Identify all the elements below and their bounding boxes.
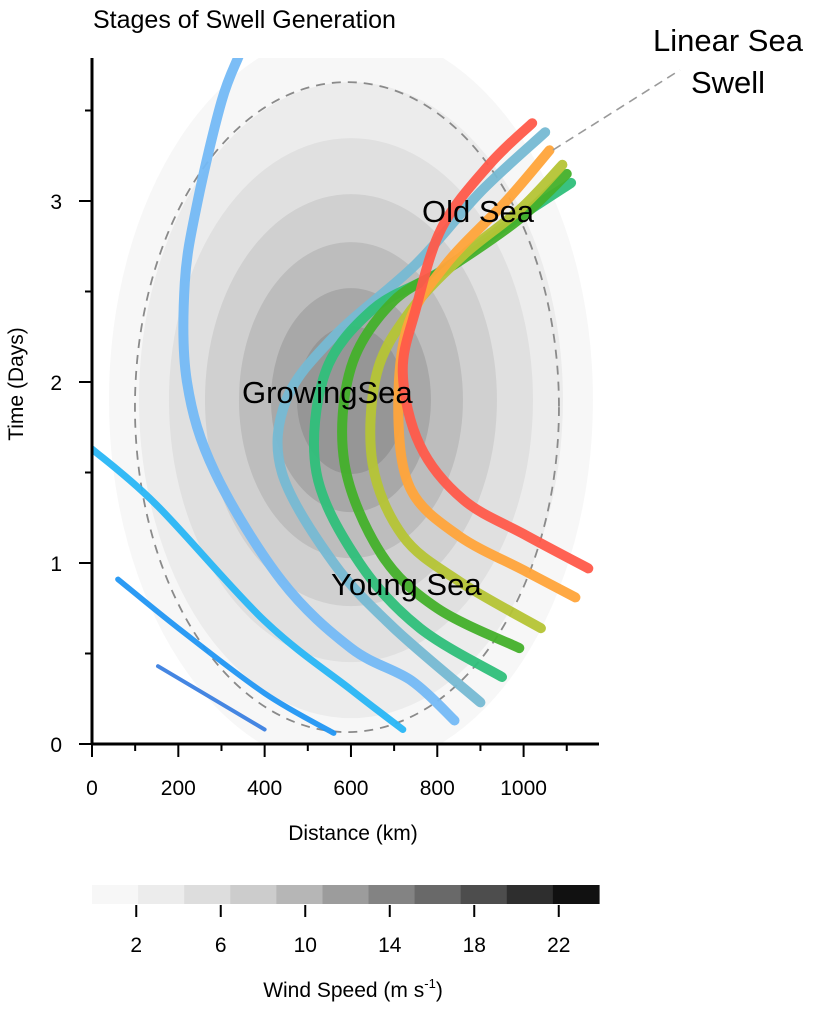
colorbar-bin-11	[552, 885, 600, 904]
colorbar-tick-label: 18	[463, 934, 486, 957]
colorbar-bin-9	[460, 885, 508, 904]
callout-leader-line	[552, 69, 681, 151]
wind-speed-colorbar	[92, 885, 600, 904]
colorbar-title: Wind Speed (m s-1)	[263, 976, 443, 1002]
chart-title: Stages of Swell Generation	[93, 6, 396, 34]
swell-series-9	[393, 145, 581, 603]
colorbar-tick-label: 2	[130, 934, 142, 957]
colorbar-bin-10	[506, 885, 554, 904]
y-axis-title: Time (Days)	[5, 327, 28, 441]
y-axis-ticks: 0 1 2 3	[50, 109, 92, 757]
colorbar-bin-3	[184, 885, 231, 904]
swell-series-8	[365, 159, 568, 634]
colorbar-bin-4	[230, 885, 277, 904]
colorbar-tick-label: 22	[547, 934, 570, 957]
swell-series-10	[397, 118, 594, 574]
swell-series-2	[115, 576, 337, 736]
callout-label-line2: Swell	[691, 65, 765, 100]
colorbar-bin-2	[138, 885, 185, 904]
colorbar-bin-6	[322, 885, 370, 904]
colorbar-ticks: 2 6 10 14 18 22	[130, 905, 570, 957]
x-tick-label: 800	[420, 777, 455, 800]
colorbar-tick-label: 6	[215, 934, 227, 957]
colorbar-title-end: )	[436, 979, 443, 1002]
swell-series-4	[178, 58, 460, 726]
x-tick-label: 600	[333, 777, 368, 800]
x-tick-label: 400	[247, 777, 282, 800]
colorbar-bin-1	[92, 885, 139, 904]
x-tick-label: 0	[86, 777, 98, 800]
storm-boundary-ellipse	[134, 81, 560, 734]
stage-label-old-sea: Old Sea	[422, 194, 535, 229]
swell-trajectories	[92, 58, 594, 736]
colorbar-bin-8	[414, 885, 462, 904]
x-tick-label: 1000	[500, 777, 547, 800]
stage-label-growing-sea: GrowingSea	[242, 375, 413, 410]
y-tick-label: 3	[50, 191, 62, 214]
swell-series-7	[337, 168, 572, 654]
storm-boundary	[134, 81, 560, 734]
colorbar-title-main: Wind Speed (m s	[263, 979, 424, 1002]
stage-label-young-sea: Young Sea	[331, 567, 482, 602]
y-tick-label: 1	[50, 553, 62, 576]
swell-series-3	[92, 445, 407, 733]
colorbar-tick-label: 10	[294, 934, 317, 957]
colorbar-tick-label: 14	[378, 934, 402, 957]
axes	[90, 58, 599, 746]
x-tick-label: 200	[161, 777, 196, 800]
colorbar-title-sup: -1	[424, 976, 436, 991]
callout-label-line1: Linear Sea	[653, 23, 804, 58]
swell-series-5	[272, 127, 551, 708]
colorbar-bin-7	[368, 885, 416, 904]
x-axis-title: Distance (km)	[288, 822, 418, 845]
y-tick-label: 0	[50, 734, 62, 757]
x-axis-ticks: 0 200 400 600 800 1000	[86, 744, 568, 800]
colorbar-bin-5	[276, 885, 324, 904]
y-tick-label: 2	[50, 372, 62, 395]
swell-series-1	[156, 664, 267, 732]
